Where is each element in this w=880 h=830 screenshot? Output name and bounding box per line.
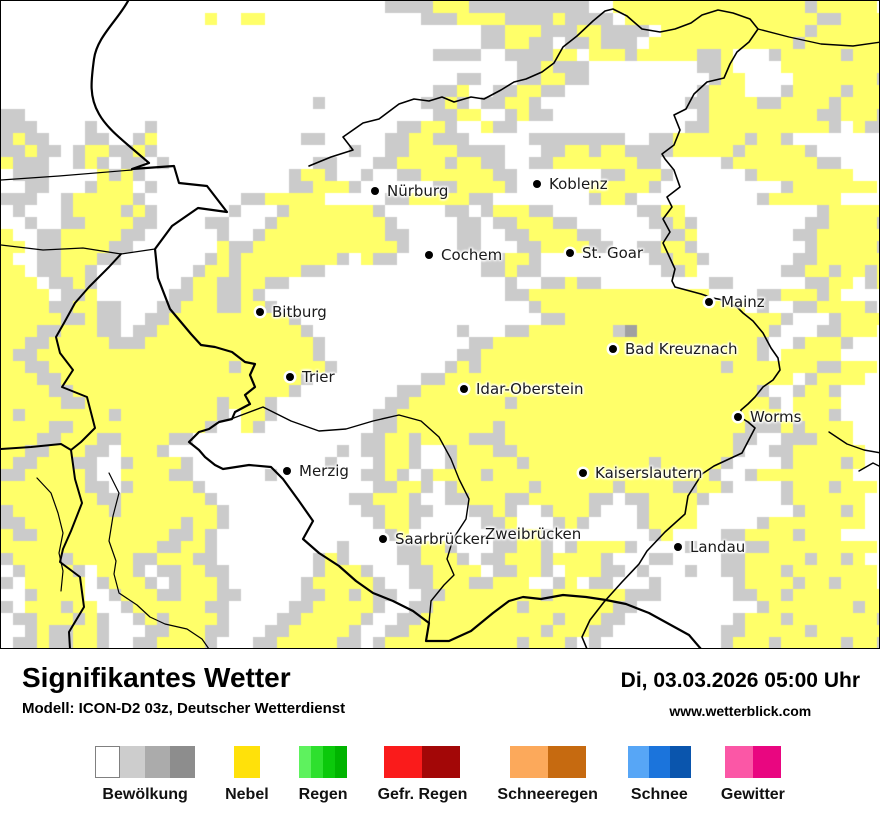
legend-swatch	[335, 746, 348, 778]
legend-swatch-row	[627, 746, 691, 778]
legend-swatch	[311, 746, 324, 778]
legend-swatch	[170, 746, 196, 778]
legend-swatch	[95, 746, 121, 778]
legend-swatch	[669, 746, 691, 778]
legend-swatch-row	[299, 746, 348, 778]
legend-item-gewitter: Gewitter	[721, 746, 785, 804]
legend-swatch	[648, 746, 670, 778]
legend-item-gefr-regen: Gefr. Regen	[377, 746, 468, 804]
legend-swatch	[547, 746, 586, 778]
legend-swatch-row	[384, 746, 461, 778]
legend-item-regen: Regen	[299, 746, 348, 804]
legend-item-schneeregen: Schneeregen	[497, 746, 598, 804]
forecast-datetime: Di, 03.03.2026 05:00 Uhr	[620, 669, 860, 692]
page-title: Signifikantes Wetter	[22, 662, 291, 693]
legend-swatch	[422, 746, 461, 778]
legend-label: Gewitter	[720, 786, 785, 803]
legend-label: Regen	[298, 786, 348, 803]
legend-swatch	[627, 746, 649, 778]
legend-label: Gefr. Regen	[377, 786, 468, 803]
legend-swatch-row	[233, 746, 260, 778]
weather-map: Nürburg Koblenz Cochem St. Goar Bitburg Mainz…	[0, 0, 880, 649]
map-footer: Signifikantes Wetter Modell: ICON-D2 03z…	[0, 649, 880, 804]
legend-swatch	[145, 746, 171, 778]
legend-swatch-row	[509, 746, 586, 778]
weather-legend: Bewölkung Nebel Regen Gefr. Regen Schneerege…	[0, 746, 880, 804]
footer-text-row: Signifikantes Wetter Modell: ICON-D2 03z…	[0, 649, 880, 719]
legend-label: Schnee	[630, 786, 688, 803]
legend-swatch	[233, 746, 260, 778]
legend-swatch	[724, 746, 753, 778]
legend-label: Bewölkung	[102, 786, 188, 803]
legend-item-nebel: Nebel	[225, 746, 269, 804]
footer-left: Signifikantes Wetter Modell: ICON-D2 03z…	[22, 662, 346, 717]
legend-label: Schneeregen	[497, 786, 598, 803]
legend-swatch-row	[724, 746, 781, 778]
footer-right: Di, 03.03.2026 05:00 Uhr www.wetterblick…	[621, 663, 860, 719]
legend-item-schnee: Schnee	[627, 746, 691, 804]
legend-swatch	[323, 746, 336, 778]
legend-swatch	[120, 746, 146, 778]
website-link: www.wetterblick.com	[669, 703, 812, 719]
legend-swatch	[299, 746, 312, 778]
legend-swatch	[509, 746, 548, 778]
legend-label: Nebel	[225, 786, 269, 803]
model-info: Modell: ICON-D2 03z, Deutscher Wetterdie…	[22, 699, 346, 717]
legend-swatch	[384, 746, 423, 778]
precip-grid-canvas	[1, 1, 879, 648]
legend-swatch-row	[95, 746, 196, 778]
legend-item-bewölkung: Bewölkung	[95, 746, 196, 804]
legend-swatch	[752, 746, 781, 778]
